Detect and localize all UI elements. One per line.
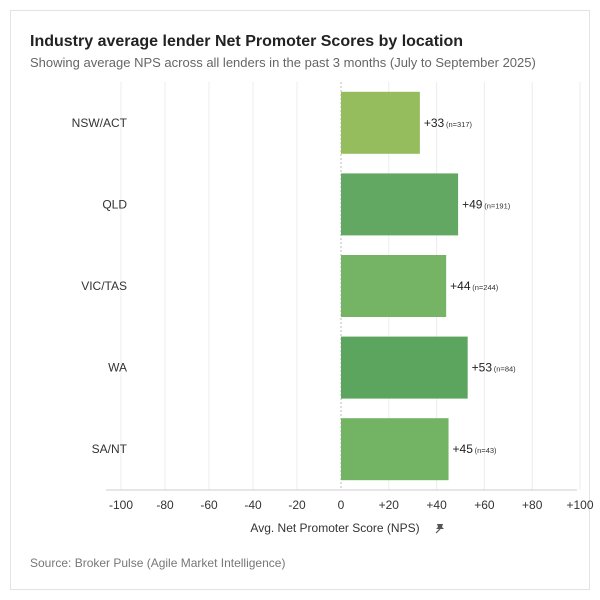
x-tick-label: -100 [109, 498, 133, 512]
bar-qld[interactable] [341, 173, 459, 236]
x-tick-label: -40 [244, 498, 262, 512]
bar-sample-label: (n=43) [475, 446, 497, 455]
x-tick-label: +20 [379, 498, 400, 512]
bar-value-label: +33 [424, 116, 445, 130]
category-label: VIC/TAS [81, 279, 127, 293]
bar-sa-nt[interactable] [341, 418, 449, 481]
x-tick-label: +80 [522, 498, 543, 512]
x-tick-label: +40 [426, 498, 447, 512]
category-label: QLD [102, 197, 127, 211]
bar-sample-label: (n=191) [484, 201, 511, 210]
category-labels: NSW/ACT QLD VIC/TAS WA SA/NT [72, 116, 128, 456]
x-axis-title: Avg. Net Promoter Score (NPS) [250, 521, 419, 535]
bar-value-label: +45 [453, 442, 474, 456]
x-tick-label: -60 [200, 498, 218, 512]
bar-sample-label: (n=317) [446, 120, 473, 129]
chart-subtitle: Showing average NPS across all lenders i… [30, 55, 536, 70]
bars: +33 (n=317) +49 (n=191) +44 (n=244) +53 (n=84) +… [341, 91, 516, 481]
chart-source: Source: Broker Pulse (Agile Market Intel… [30, 556, 286, 570]
bar-nsw-act[interactable] [341, 91, 420, 154]
bar-sample-label: (n=244) [472, 283, 499, 292]
chart-card [10, 10, 590, 590]
x-tick-label: -80 [156, 498, 174, 512]
bar-wa[interactable] [341, 336, 468, 399]
bar-sample-label: (n=84) [494, 365, 516, 374]
x-tick-label: +60 [474, 498, 495, 512]
x-tick-label: -20 [288, 498, 306, 512]
category-label: NSW/ACT [72, 116, 128, 130]
bar-value-label: +44 [450, 279, 471, 293]
gridlines [106, 82, 581, 491]
bar-value-label: +49 [462, 197, 483, 211]
pin-icon[interactable] [435, 524, 444, 534]
category-label: SA/NT [92, 442, 128, 456]
x-tick-label: +100 [566, 498, 593, 512]
x-tick-label: 0 [338, 498, 345, 512]
bar-vic-tas[interactable] [341, 255, 447, 317]
chart-title: Industry average lender Net Promoter Sco… [30, 33, 464, 50]
x-axis-ticks: -100 -80 -60 -40 -20 0 +20 +40 +60 +80 +100 [109, 498, 594, 512]
bar-value-label: +53 [472, 361, 493, 375]
category-label: WA [108, 361, 127, 375]
